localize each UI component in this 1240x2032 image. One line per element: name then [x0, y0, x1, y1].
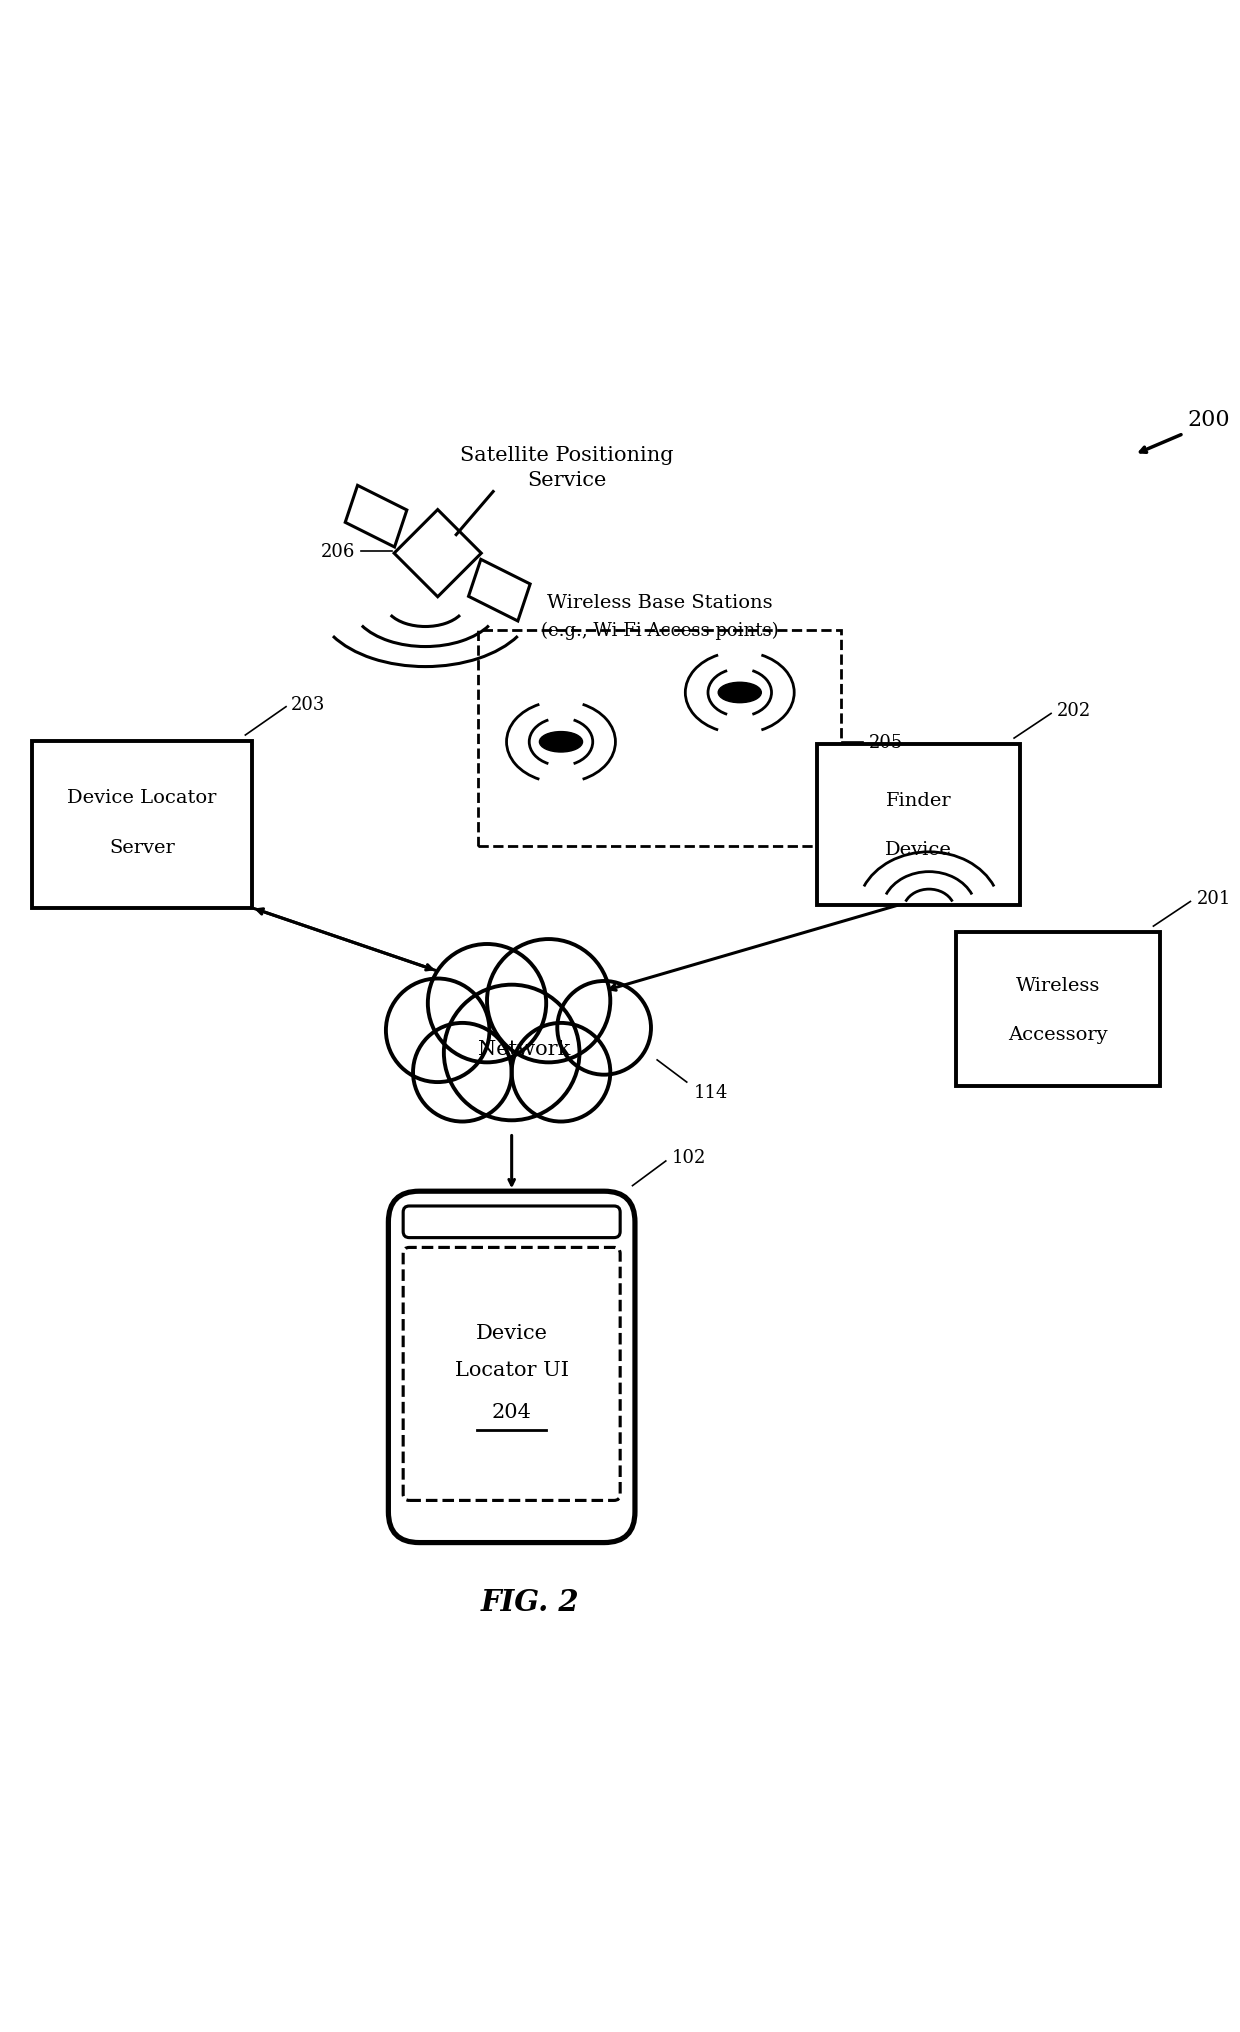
Text: Service: Service — [527, 471, 606, 490]
Ellipse shape — [718, 683, 761, 703]
Bar — [32, 742, 252, 908]
Text: Wireless: Wireless — [1016, 975, 1100, 994]
Circle shape — [386, 979, 490, 1083]
Text: FIG. 2: FIG. 2 — [481, 1587, 579, 1615]
Text: 200: 200 — [1188, 408, 1230, 431]
Text: Network: Network — [477, 1040, 570, 1059]
Text: Device Locator: Device Locator — [67, 788, 217, 807]
Text: Finder: Finder — [885, 790, 951, 809]
Text: 102: 102 — [672, 1148, 707, 1166]
Text: 205: 205 — [869, 734, 904, 752]
Text: 206: 206 — [321, 543, 355, 561]
Circle shape — [512, 1024, 610, 1122]
Text: Locator UI: Locator UI — [455, 1359, 569, 1380]
Circle shape — [557, 981, 651, 1075]
Bar — [817, 746, 1021, 904]
Circle shape — [413, 1024, 512, 1122]
Text: 204: 204 — [492, 1402, 532, 1420]
Bar — [956, 933, 1159, 1087]
Text: Device: Device — [476, 1323, 548, 1343]
Text: Satellite Positioning: Satellite Positioning — [460, 445, 673, 465]
Text: Wireless Base Stations: Wireless Base Stations — [547, 593, 773, 612]
Ellipse shape — [539, 732, 583, 752]
Circle shape — [428, 945, 546, 1063]
Text: Server: Server — [109, 837, 175, 855]
Text: Device: Device — [885, 841, 952, 860]
Text: 201: 201 — [1197, 890, 1231, 908]
Text: (e.g., Wi-Fi Access points): (e.g., Wi-Fi Access points) — [541, 622, 779, 640]
Text: 114: 114 — [694, 1083, 729, 1101]
Text: 202: 202 — [1058, 701, 1091, 719]
Text: Accessory: Accessory — [1008, 1026, 1107, 1044]
Circle shape — [444, 986, 579, 1122]
Bar — [477, 630, 842, 847]
Circle shape — [487, 939, 610, 1063]
Text: 203: 203 — [291, 695, 325, 713]
